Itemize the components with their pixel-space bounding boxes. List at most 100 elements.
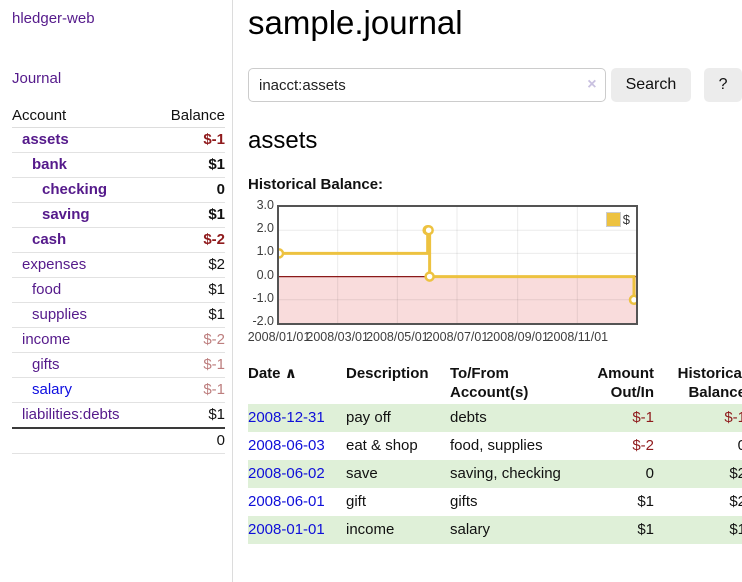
account-row: cash $-2 [12,227,225,253]
account-link[interactable]: cash [32,231,67,248]
account-balance: $1 [153,277,225,303]
account-link[interactable]: income [22,331,71,348]
sidebar: hledger-web Journal Account Balance asse… [0,0,233,582]
account-row: checking 0 [12,177,225,203]
account-balance: $-1 [153,352,225,378]
transaction-amount: $1 [637,493,654,510]
account-balance: $2 [153,252,225,278]
account-heading: assets [248,127,318,154]
transaction-date-link[interactable]: 2008-01-01 [248,521,325,538]
transactions-table: Date ∧ Description To/From Account(s) Am… [248,362,742,544]
account-balance: $-1 [153,377,225,403]
x-axis-tick: 2008/03/01 [306,330,369,344]
chart-title: Historical Balance: [248,176,384,193]
transaction-balance: $2 [729,465,742,482]
account-link[interactable]: saving [42,206,90,223]
main-content: sample.journal × Search ? assets Histori… [248,0,742,544]
accounts-table-header: Account Balance [12,104,225,128]
account-balance: $-2 [153,327,225,353]
y-axis-tick: -1.0 [252,290,274,305]
account-link[interactable]: expenses [22,256,87,273]
account-row: supplies $1 [12,302,225,328]
sort-ascending-icon: ∧ [284,365,297,382]
chart-legend: $ [603,211,632,228]
x-axis-tick: 2008/09/01 [486,330,549,344]
transaction-accounts: salary [450,521,491,538]
x-axis-tick: 2008/11/01 [546,330,609,344]
transaction-balance: 0 [737,437,742,454]
account-row: food $1 [12,277,225,303]
transaction-row: 2008-06-02 save saving, checking 0 $2 [248,460,742,488]
account-balance: $1 [153,202,225,228]
transactions-header-account: To/From Account(s) [450,365,529,401]
account-balance: 0 [153,177,225,203]
account-link[interactable]: assets [22,131,69,148]
account-balance: $1 [153,302,225,328]
transaction-amount: $1 [637,521,654,538]
search-button[interactable]: Search [610,68,692,102]
x-axis-tick: 2008/05/01 [366,330,429,344]
transaction-date-link[interactable]: 2008-06-01 [248,493,325,510]
transaction-date-link[interactable]: 2008-06-03 [248,437,325,454]
account-balance: $-1 [153,127,225,153]
account-row: assets $-1 [12,127,225,153]
y-axis-tick: 0.0 [256,267,274,282]
clear-search-icon[interactable]: × [587,76,597,93]
transactions-header-balance: Historical Balance [677,365,742,401]
legend-label: $ [622,212,630,227]
y-axis-tick: -2.0 [252,314,274,328]
transaction-date-link[interactable]: 2008-06-02 [248,465,325,482]
account-link[interactable]: checking [42,181,108,198]
transaction-row: 2008-01-01 income salary $1 $1 [248,516,742,544]
accounts-table: Account Balance assets $-1 bank $1 check… [12,104,225,454]
transaction-balance: $-1 [724,409,742,426]
account-row: income $-2 [12,327,225,353]
transaction-accounts: saving, checking [450,465,561,482]
y-axis-tick: 2.0 [256,221,274,236]
transaction-amount: $-2 [632,437,654,454]
page-title: sample.journal [248,4,463,41]
transaction-description: pay off [346,409,391,426]
chart-plot-area[interactable]: $ [277,205,638,325]
accounts-header-balance: Balance [153,104,225,128]
transaction-accounts: gifts [450,493,478,510]
search-input[interactable] [248,68,606,102]
account-link[interactable]: supplies [32,306,88,323]
transaction-date-link[interactable]: 2008-12-31 [248,409,325,426]
account-row: expenses $2 [12,252,225,278]
account-row: bank $1 [12,152,225,178]
account-link[interactable]: bank [32,156,68,173]
transaction-balance: $1 [729,521,742,538]
app-brand-link[interactable]: hledger-web [12,10,95,27]
account-link[interactable]: salary [32,381,73,398]
transaction-description: gift [346,493,367,510]
transaction-accounts: food, supplies [450,437,543,454]
transaction-amount: 0 [645,465,654,482]
account-row: salary $-1 [12,377,225,403]
transactions-header-date[interactable]: Date ∧ [248,365,297,382]
account-balance: $-2 [153,227,225,253]
transaction-description: save [346,465,378,482]
sidebar-item-journal[interactable]: Journal [12,70,62,87]
transaction-balance: $2 [729,493,742,510]
transaction-description: eat & shop [346,437,418,454]
account-balance: $1 [153,402,225,429]
account-row: saving $1 [12,202,225,228]
accounts-total-balance: 0 [153,427,225,454]
account-link[interactable]: gifts [32,356,60,373]
accounts-total-spacer [12,427,154,454]
y-axis-tick: 1.0 [256,244,274,259]
x-axis-tick: 2008/07/01 [425,330,489,344]
account-link[interactable]: food [32,281,62,298]
transaction-accounts: debts [450,409,487,426]
transaction-row: 2008-12-31 pay off debts $-1 $-1 [248,404,742,432]
legend-swatch-icon [605,212,621,227]
transactions-header-row: Date ∧ Description To/From Account(s) Am… [248,362,742,404]
transactions-header-description: Description [346,365,429,382]
x-axis-tick: 2008/01/01 [247,330,311,344]
transaction-amount: $-1 [632,409,654,426]
accounts-total-row: 0 [12,427,225,454]
account-row: liabilities:debts $1 [12,402,225,429]
account-link[interactable]: liabilities:debts [22,406,120,423]
help-button[interactable]: ? [704,68,742,102]
